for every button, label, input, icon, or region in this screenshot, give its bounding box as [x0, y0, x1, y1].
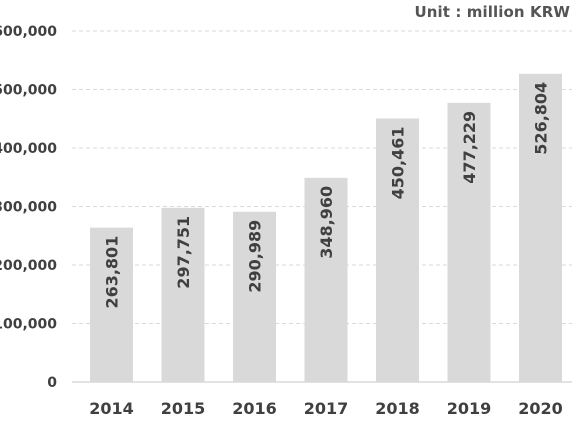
x-tick-label: 2016 [232, 399, 277, 418]
data-label-2017: 348,960 [317, 186, 336, 259]
data-label-2018: 450,461 [389, 126, 408, 199]
y-tick-label: 300,000 [0, 200, 57, 216]
x-tick-label: 2020 [518, 399, 563, 418]
bar-2019 [447, 102, 491, 382]
bar-2020 [519, 73, 562, 383]
x-tick-label: 2017 [304, 399, 349, 418]
y-tick-label: 400,000 [0, 141, 57, 157]
data-label-2019: 477,229 [460, 111, 479, 184]
bar-2017 [304, 177, 348, 382]
y-axis-ticks: 0 100,000 200,000 300,000 400,000 500,000 600,… [0, 24, 57, 391]
bars [90, 73, 562, 383]
data-label-2016: 290,989 [246, 220, 265, 293]
x-tick-label: 2015 [161, 399, 206, 418]
data-label-2015: 297,751 [174, 216, 193, 289]
data-label-2020: 526,804 [532, 82, 551, 155]
x-tick-label: 2019 [447, 399, 492, 418]
bar-2018 [376, 118, 419, 382]
y-tick-label: 500,000 [0, 83, 57, 99]
y-tick-label: 100,000 [0, 317, 57, 333]
y-tick-label: 0 [47, 375, 57, 391]
data-labels: 263,801 297,751 290,989 348,960 450,461 477,2… [103, 82, 551, 309]
y-tick-label: 600,000 [0, 24, 57, 40]
bar-2015 [161, 207, 205, 382]
bar-2014 [90, 227, 133, 382]
unit-label: Unit : million KRW [414, 3, 570, 21]
x-tick-label: 2018 [375, 399, 420, 418]
y-tick-label: 200,000 [0, 258, 57, 274]
bar-2016 [233, 211, 276, 382]
data-label-2014: 263,801 [103, 236, 122, 309]
x-tick-label: 2014 [89, 399, 134, 418]
x-axis-ticks: 2014 2015 2016 2017 2018 2019 2020 [89, 399, 563, 418]
